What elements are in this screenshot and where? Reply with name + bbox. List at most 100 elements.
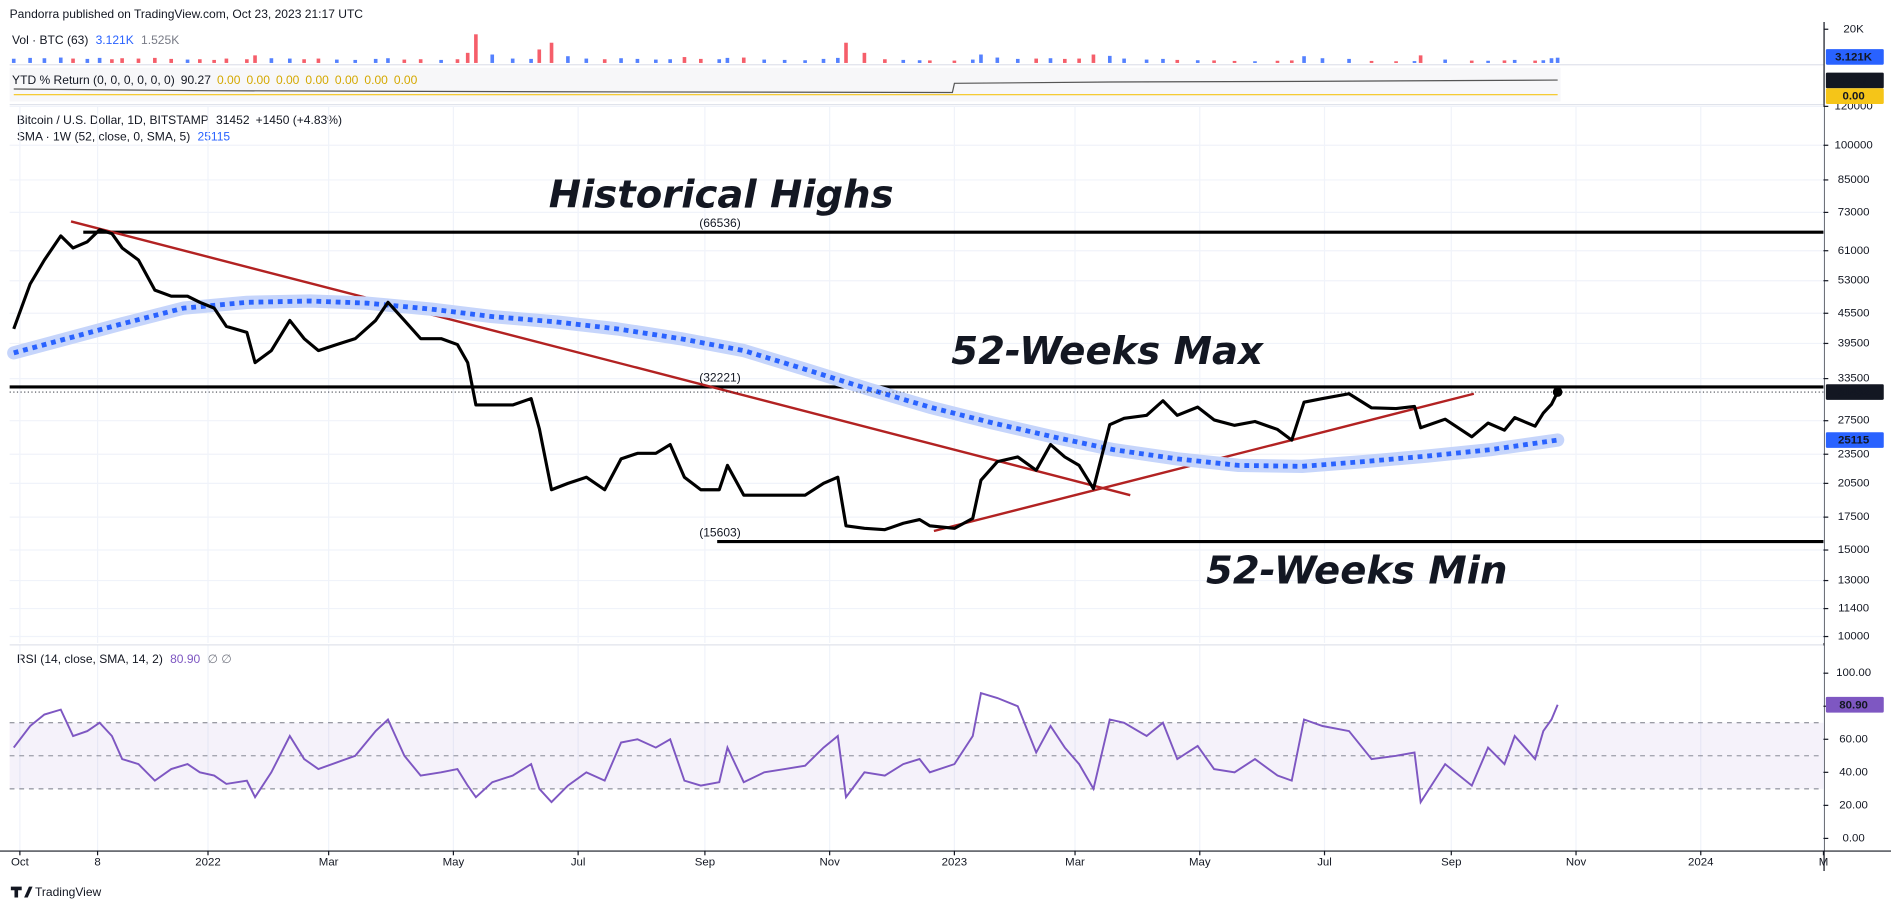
volume-bar <box>1512 59 1517 63</box>
level-label: (66536) <box>699 216 741 230</box>
footer-brand: TradingView <box>35 885 102 899</box>
volume-bar <box>1533 60 1537 63</box>
volume-bar <box>58 57 63 63</box>
volume-bar <box>185 59 190 63</box>
volume-bar <box>1469 60 1474 63</box>
x-tick-label: 2022 <box>195 857 220 869</box>
volume-bar <box>549 42 554 63</box>
annotation: Historical Highs <box>549 172 894 217</box>
x-tick-label: 8 <box>94 857 100 869</box>
volume-bar <box>1541 60 1546 63</box>
x-tick-label: Sep <box>1441 857 1461 869</box>
volume-bar <box>725 57 730 63</box>
sma-legend: SMA · 1W (52, close, 0, SMA, 5) 25115 <box>17 130 231 144</box>
x-tick-label: Jul <box>1317 857 1332 869</box>
axis-badge <box>1825 88 1884 104</box>
legend-value: 0.00 <box>335 73 359 87</box>
ytd-pane-bg <box>9 67 1561 102</box>
y-tick-label: 17500 <box>1838 511 1870 523</box>
volume-bar <box>952 60 957 63</box>
volume-bar <box>1175 59 1180 63</box>
axis-badge <box>1825 49 1884 65</box>
volume-bar <box>1412 61 1417 63</box>
x-tick-label: Nov <box>819 857 840 869</box>
legend-value: 0.00 <box>394 73 418 87</box>
volume-bar <box>821 58 826 63</box>
x-tick-label: Nov <box>1566 857 1587 869</box>
volume-bar <box>1555 57 1560 63</box>
volume-bar <box>1486 60 1490 63</box>
volume-bar <box>510 58 515 63</box>
volume-bar <box>439 59 443 63</box>
volume-bar <box>110 59 114 63</box>
volume-bar <box>402 59 407 63</box>
y-tick-label: 39500 <box>1838 337 1870 349</box>
volume-bar <box>1195 60 1200 63</box>
y-tick-label: 20K <box>1843 23 1864 35</box>
volume-bar <box>85 58 90 63</box>
volume-bar <box>741 57 746 63</box>
volume-bar <box>844 42 848 63</box>
volume-bar <box>1549 58 1554 63</box>
legend-value: 0.00 <box>246 73 270 87</box>
level-label: (32221) <box>699 371 741 385</box>
volume-bar <box>1347 58 1351 63</box>
volume-bar <box>901 59 906 63</box>
legend-value: 3.121K <box>96 33 134 47</box>
y-tick-label: 27500 <box>1838 415 1870 427</box>
volume-bar <box>635 58 640 63</box>
volume-bar <box>1253 61 1257 63</box>
volume-bar <box>1091 54 1096 63</box>
volume-bar <box>529 58 533 63</box>
legend-value: 1.525K <box>141 33 179 47</box>
volume-bar <box>979 54 983 63</box>
y-tick-label: 10000 <box>1838 631 1870 643</box>
volume-bar <box>373 58 378 63</box>
volume-bar <box>566 56 570 63</box>
axis-badge-label: 3.121K <box>1835 52 1873 64</box>
volume-bar <box>1232 60 1237 63</box>
volume-bar <box>668 59 672 63</box>
volume-bar <box>862 52 867 63</box>
legend-value: 90.27 <box>181 73 211 87</box>
volume-bar <box>198 59 202 63</box>
volume-bar <box>1107 55 1112 63</box>
volume-bar <box>717 59 722 63</box>
y-tick-label: 23500 <box>1838 448 1870 460</box>
volume-bar <box>169 58 174 63</box>
volume-bar <box>537 49 542 63</box>
volume-bar <box>654 59 658 63</box>
legend-value: 0.00 <box>305 73 329 87</box>
axis-badge-label: 0.00 <box>1842 91 1864 103</box>
volume-bar <box>120 58 124 63</box>
trend-line <box>70 220 1131 497</box>
y-tick-label: 85000 <box>1838 174 1870 186</box>
volume-bar <box>42 58 47 63</box>
volume-bar <box>11 58 16 63</box>
volume-bar <box>136 58 141 63</box>
y-tick-label: 13000 <box>1838 575 1870 587</box>
volume-bar <box>619 58 623 63</box>
y-tick-label: 100.00 <box>1836 667 1871 679</box>
volume-bar <box>782 59 787 63</box>
level-label: (15603) <box>699 525 741 539</box>
volume-bar <box>1048 58 1053 63</box>
volume-bar <box>1443 59 1447 63</box>
volume-bar <box>699 58 703 63</box>
volume-bar <box>353 59 358 63</box>
volume-bar <box>602 59 607 63</box>
axis-badge-label: 25115 <box>1838 435 1870 447</box>
volume-bar <box>224 58 229 63</box>
publish-header: Pandorra published on TradingView.com, O… <box>10 7 364 21</box>
volume-bar <box>836 57 840 63</box>
volume-bar <box>418 59 423 63</box>
volume-bar <box>1144 59 1149 63</box>
y-tick-label: 73000 <box>1838 206 1870 218</box>
x-tick-label: M <box>1819 857 1829 869</box>
x-tick-label: Mar <box>319 857 339 869</box>
axis-badge-label: 90.27 <box>1839 75 1868 87</box>
volume-bar <box>1418 55 1423 63</box>
axis-badge <box>1825 72 1884 89</box>
x-tick-label: May <box>1189 857 1211 869</box>
